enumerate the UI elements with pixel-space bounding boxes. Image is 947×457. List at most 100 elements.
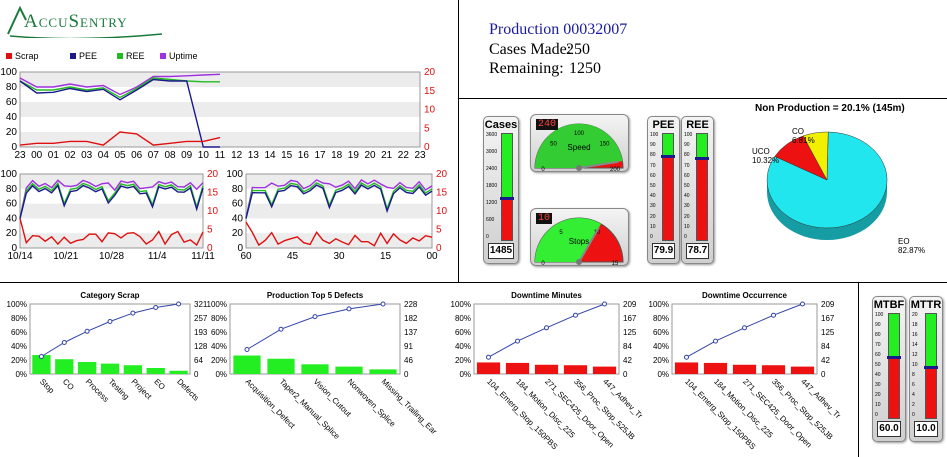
plot-frame — [245, 173, 433, 249]
pareto-bar — [100, 363, 120, 374]
logo: AccuSentry — [6, 4, 166, 40]
dial-tick: 100 — [574, 131, 585, 137]
x-tick: 10 — [198, 150, 210, 161]
non-production-title: Non Production = 20.1% (145m) — [755, 103, 905, 114]
scale-tick: 6 — [912, 382, 915, 388]
pareto-point — [742, 325, 747, 331]
bar-green-zone — [926, 314, 936, 366]
level-marker — [887, 355, 901, 359]
scale-tick: 70 — [650, 162, 656, 169]
y-tick-left: 40% — [211, 342, 227, 351]
pareto-point — [153, 305, 159, 310]
pareto-bar — [301, 364, 329, 374]
ree-gauge-title: REE — [686, 119, 709, 131]
y-tick-left: 100% — [451, 300, 471, 309]
pareto-line — [41, 303, 179, 357]
y-tick-right: 91 — [404, 342, 413, 351]
x-tick: 15 — [380, 251, 392, 262]
y-tick-left: 100% — [649, 300, 669, 309]
x-category-label: CO — [61, 377, 76, 392]
bar-green-zone — [889, 314, 899, 356]
scale-tick: 50 — [684, 183, 690, 189]
x-tick: 23 — [14, 150, 26, 161]
stops-meter-digital-readout: 10 — [536, 213, 553, 224]
scale-tick: 0 — [650, 234, 653, 240]
y-tick-right: 257 — [194, 314, 208, 323]
y-tick-left: 60 — [6, 97, 18, 108]
scale-tick: 16 — [912, 332, 918, 338]
x-tick: 13 — [248, 150, 260, 161]
y-tick-right: 5 — [207, 225, 213, 236]
pareto-point — [312, 314, 318, 320]
x-tick: 16 — [298, 150, 310, 161]
cases-gauge-title: Cases — [484, 119, 518, 131]
x-tick: 11 — [215, 150, 226, 161]
pareto-point — [573, 312, 578, 318]
series-pee — [245, 184, 433, 219]
pareto-bar — [169, 370, 188, 374]
ree-gauge-value: 78.7 — [686, 243, 709, 259]
x-tick: 19 — [348, 150, 360, 161]
y-tick-left: 40% — [455, 342, 471, 351]
y-tick-left: 60 — [232, 199, 244, 210]
level-marker — [924, 366, 938, 369]
y-tick-left: 80 — [6, 184, 18, 195]
scale-tick: 30 — [684, 203, 690, 210]
y-tick-right: 125 — [821, 328, 835, 337]
pie-label-pct: 82.87% — [898, 246, 925, 255]
y-tick-right: 321 — [194, 300, 208, 309]
scale-tick: 80 — [875, 332, 881, 338]
scale-tick: 12 — [912, 352, 918, 358]
y-tick-left: 40% — [653, 342, 669, 351]
pie-label-name: CO — [792, 127, 804, 136]
dial-needle — [578, 226, 600, 263]
scale-tick: 20 — [875, 392, 881, 398]
production-title: Production 00032007 — [489, 21, 628, 38]
y-tick-left: 80 — [6, 82, 18, 93]
pareto-bar — [55, 359, 74, 374]
y-tick-right: 15 — [424, 86, 436, 97]
dial-label: Stops — [569, 237, 589, 246]
y-tick-left: 100% — [7, 300, 27, 309]
y-tick-left: 80 — [232, 184, 244, 195]
scale-tick: 1800 — [486, 183, 498, 189]
dial-tick: 0 — [541, 261, 545, 265]
y-tick-right: 167 — [623, 314, 637, 323]
stops-meter-dial: 0 5 10 15 Stops — [534, 217, 624, 267]
y-tick-left: 60 — [6, 199, 18, 210]
plot-band — [246, 203, 432, 219]
scale-tick: 0 — [912, 412, 915, 418]
scale-tick: 100 — [650, 132, 659, 138]
pareto-bar — [790, 366, 815, 374]
bar-green-zone — [697, 134, 707, 157]
y-tick-left: 100 — [0, 169, 17, 180]
y-tick-right: 15 — [436, 188, 448, 199]
plot-band — [246, 218, 432, 234]
x-category-label: EO — [152, 377, 167, 392]
y-tick-right: 125 — [623, 328, 637, 337]
y-tick-left: 40 — [232, 213, 244, 224]
pareto-bar — [703, 362, 728, 374]
scale-tick: 2 — [912, 402, 915, 408]
x-tick: 17 — [314, 150, 326, 161]
level-marker — [661, 155, 675, 159]
plot-band — [20, 72, 420, 87]
pareto-bar — [146, 367, 165, 374]
y-tick-left: 80% — [653, 314, 669, 323]
x-category-label: Stop — [38, 377, 56, 395]
scale-tick: 18 — [912, 322, 918, 328]
y-tick-left: 20% — [211, 356, 227, 365]
scale-tick: 40 — [875, 372, 881, 378]
dial-tick: 5 — [559, 230, 563, 236]
ree-gauge: REE 100 90 80 70 60 50 40 30 20 10 0 78.7 — [681, 116, 714, 264]
y-tick-left: 80% — [11, 314, 27, 323]
pareto-bar — [476, 362, 501, 374]
y-tick-right: 128 — [194, 342, 208, 351]
x-category-label: Process — [84, 377, 111, 404]
pareto-category-scrap: Category Scrap 100% 80% 60% 40% 20% 0% 321 257 19… — [7, 291, 208, 404]
mttr-gauge-value: 10.0 — [914, 421, 938, 437]
cases-made-value: 250 — [566, 41, 590, 58]
pareto-bar — [369, 369, 397, 374]
